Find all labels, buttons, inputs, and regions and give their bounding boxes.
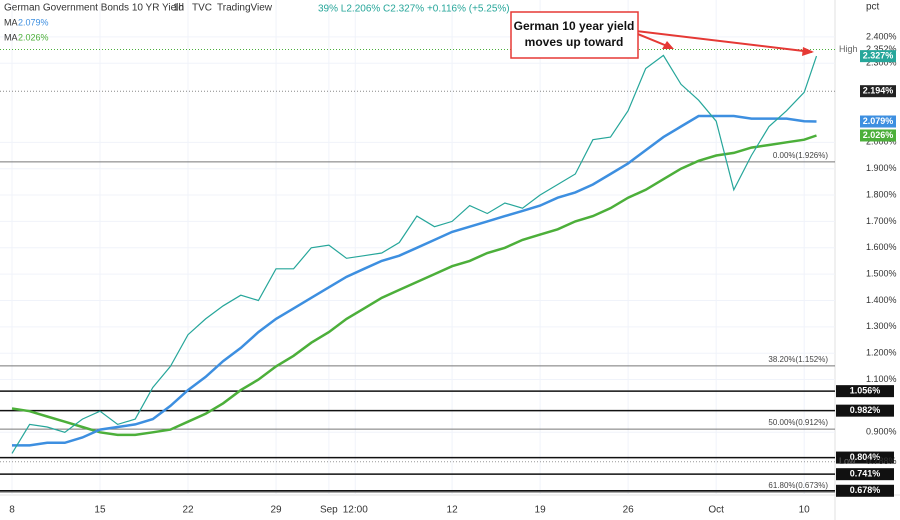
arrow <box>627 29 813 53</box>
y-tick-label: 1.700% <box>866 216 897 226</box>
source: TVC <box>192 3 212 14</box>
fib-label: 50.00%(0.912%) <box>768 418 828 427</box>
level-label: 0.741% <box>850 469 881 479</box>
y-tick-label: 1.100% <box>866 374 897 384</box>
level-box <box>836 404 894 417</box>
level-box <box>836 385 894 398</box>
price-label: 2.194% <box>863 86 894 96</box>
fib-label: 38.20%(1.152%) <box>768 355 828 364</box>
legend-label: MA <box>4 32 18 42</box>
y-tick-label: 2.400% <box>866 31 897 41</box>
level-box <box>836 468 894 481</box>
price-box <box>860 50 896 63</box>
annotation-text: moves up toward <box>525 35 624 49</box>
level-label: 0.982% <box>850 405 881 415</box>
x-tick-label: 15 <box>94 505 106 516</box>
grid <box>0 0 835 495</box>
series-line <box>12 114 817 447</box>
price-boxes: 1.056% 0.982% 0.804% 0.741% 0.678% High 2.352%… <box>836 44 897 497</box>
level-box <box>836 484 894 497</box>
y-tick-label: 1.300% <box>866 321 897 331</box>
plot: 0.00%(1.926%) 38.20%(1.152%) 50.00%(0.912%… <box>0 49 835 493</box>
low-label: 0.788% <box>866 456 897 466</box>
unit: pct <box>866 2 880 13</box>
price-label: 2.026% <box>863 130 894 140</box>
legend-value: 2.026% <box>18 32 49 42</box>
x-tick-label: 12 <box>447 505 459 516</box>
y-tick-label: 1.900% <box>866 163 897 173</box>
price-label: 2.079% <box>863 116 894 126</box>
price-box <box>860 115 896 128</box>
level-label: 0.678% <box>850 485 881 495</box>
level-label: 0.804% <box>850 452 881 462</box>
x-tick-label: 12:00 <box>343 505 368 516</box>
price-box <box>860 129 896 142</box>
price-box <box>860 85 896 98</box>
y-tick-label: 1.800% <box>866 189 897 199</box>
y-tick-label: 1.600% <box>866 242 897 252</box>
high-text: High <box>839 44 858 54</box>
y-tick-label: 1.500% <box>866 268 897 278</box>
x-tick-label: Oct <box>708 505 724 516</box>
header: German Government Bonds 10 YR Yield 1h T… <box>4 2 880 43</box>
x-tick-label: 22 <box>182 505 194 516</box>
level-label: 1.056% <box>850 386 881 396</box>
title: German Government Bonds 10 YR Yield <box>4 3 184 14</box>
x-tick-label: 8 <box>9 505 15 516</box>
platform: TradingView <box>217 3 273 14</box>
high-label: 2.352% <box>866 44 897 54</box>
annotation-box <box>510 11 639 59</box>
y-tick-label: 1.200% <box>866 348 897 358</box>
annotation-text: German 10 year yield <box>514 19 635 33</box>
y-tick-label: 2.300% <box>866 58 897 68</box>
price-label: 2.327% <box>863 51 894 61</box>
x-tick-label: 10 <box>799 505 811 516</box>
annotation: German 10 year yield moves up toward <box>510 11 814 59</box>
series-line <box>11 54 818 454</box>
x-tick-label: 26 <box>623 505 635 516</box>
fib-label: 0.00%(1.926%) <box>773 151 828 160</box>
y-tick-label: 0.900% <box>866 427 897 437</box>
ohlc: 39% L2.206% C2.327% +0.116% (+5.25%) <box>318 4 510 15</box>
x-tick-label: 29 <box>270 505 282 516</box>
y-tick-label: 1.400% <box>866 295 897 305</box>
series-line <box>11 134 817 437</box>
level-box <box>836 451 894 464</box>
x-tick-label: Sep <box>320 505 338 516</box>
legend-value: 2.079% <box>18 17 49 27</box>
interval: 1h <box>173 3 184 14</box>
y-tick-label: 2.000% <box>866 137 897 147</box>
arrowhead <box>802 47 814 56</box>
arrowhead <box>662 41 674 49</box>
low-text: Low <box>839 456 856 466</box>
x-tick-label: 19 <box>535 505 547 516</box>
axes: 0.900% 1.100% 1.200% 1.300% 1.400% 1.500% 1.60… <box>9 31 896 515</box>
legend-label: MA <box>4 17 18 27</box>
fib-label: 61.80%(0.673%) <box>768 481 828 490</box>
